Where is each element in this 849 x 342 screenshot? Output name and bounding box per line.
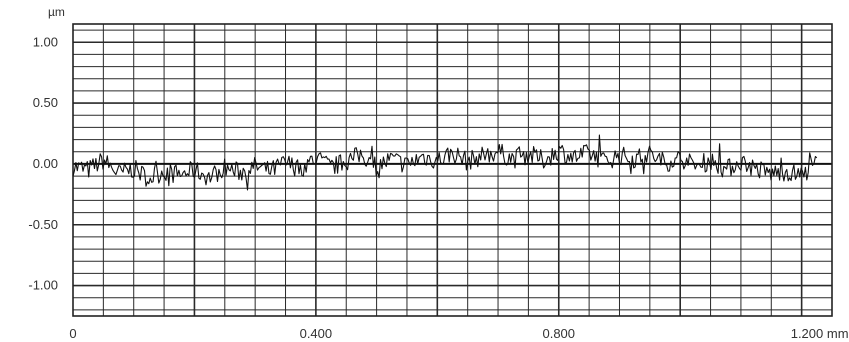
profile-line xyxy=(72,134,818,191)
y-unit-label: µm xyxy=(48,5,65,19)
y-tick-label: 0.00 xyxy=(33,156,58,171)
y-tick-label: 0.50 xyxy=(33,95,58,110)
x-tick-label: 0 xyxy=(69,326,76,341)
x-tick-label: 1.200 mm xyxy=(791,326,849,341)
y-tick-label: 1.00 xyxy=(33,34,58,49)
y-axis-ticks: 1.00 0.50 0.00 -0.50 -1.00 xyxy=(28,34,58,292)
x-axis-ticks: 0 0.400 0.800 1.200 mm xyxy=(69,326,848,341)
profile-series xyxy=(72,134,818,191)
plot-frame xyxy=(72,23,833,317)
grid-lines xyxy=(73,24,832,316)
y-tick-label: -0.50 xyxy=(28,217,58,232)
x-tick-label: 0.400 xyxy=(300,326,333,341)
y-tick-label: -1.00 xyxy=(28,278,58,293)
x-tick-label: 0.800 xyxy=(542,326,575,341)
